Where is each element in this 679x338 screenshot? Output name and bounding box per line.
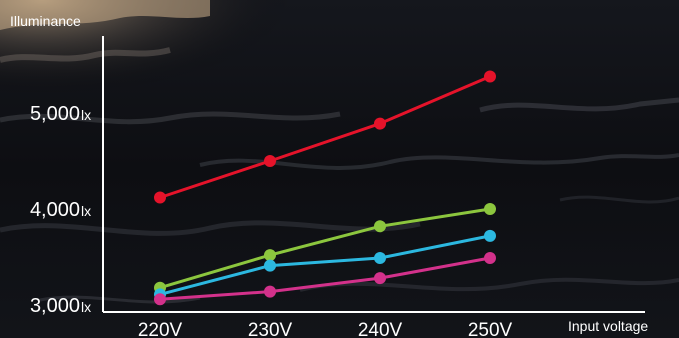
y-tick-label: 5,000 — [30, 103, 80, 125]
data-point — [374, 252, 386, 264]
y-tick-labels: 3,000 lx4,000 lx5,000 lx — [30, 103, 91, 317]
data-point — [484, 70, 496, 83]
y-tick-label: 4,000 — [30, 199, 80, 221]
data-point — [154, 293, 166, 306]
x-tick-label: 220V — [138, 320, 183, 338]
x-tick-label: 250V — [468, 320, 513, 338]
data-point — [374, 272, 386, 285]
data-point — [264, 249, 276, 262]
data-point — [264, 259, 276, 272]
series-line — [159, 75, 491, 199]
x-axis-title: Input voltage — [568, 318, 648, 334]
data-point — [374, 117, 386, 130]
data-point — [484, 229, 496, 242]
data-point — [264, 155, 276, 167]
data-point — [154, 191, 166, 204]
data-point — [484, 203, 496, 215]
x-tick-label: 240V — [358, 320, 403, 338]
x-tick-label: 230V — [248, 320, 293, 338]
series-line — [159, 256, 491, 301]
y-tick-unit: lx — [81, 203, 91, 219]
data-point — [484, 252, 496, 264]
series-layer — [154, 70, 496, 306]
y-axis-title: Illuminance — [10, 13, 81, 29]
data-point — [264, 285, 276, 298]
y-tick-unit: lx — [81, 299, 91, 315]
y-tick-unit: lx — [81, 107, 91, 123]
series-line — [159, 234, 491, 296]
y-tick-label: 3,000 — [30, 295, 80, 317]
series-line — [159, 207, 491, 290]
x-tick-labels: 220V 230V 240V 250V — [138, 320, 513, 338]
data-point — [374, 220, 386, 233]
